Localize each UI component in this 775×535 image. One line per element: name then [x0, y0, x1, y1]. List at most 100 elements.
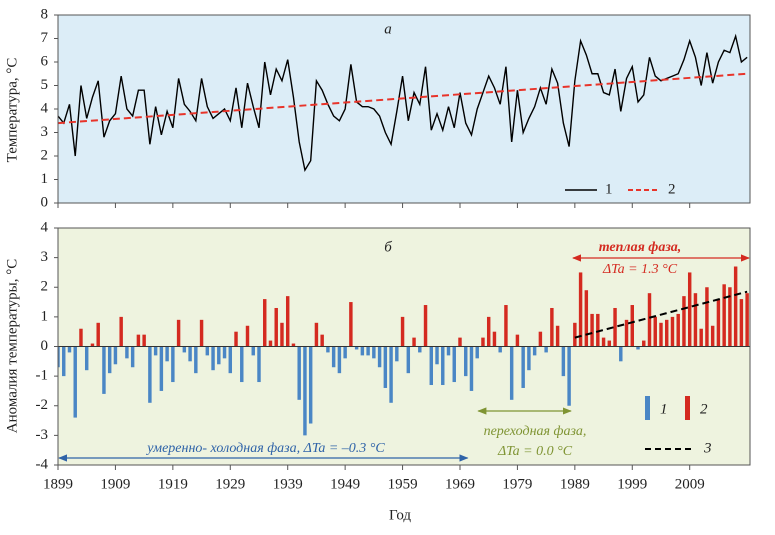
bar [601, 337, 606, 347]
panel-title: а [384, 21, 392, 37]
bar [194, 346, 198, 374]
y-axis-label: Температура, °C [4, 58, 20, 163]
bar [222, 346, 227, 359]
bar [613, 307, 617, 347]
bar [619, 346, 623, 362]
bar [584, 290, 589, 347]
annotation: ΔTa = 1.3 °C [602, 262, 678, 277]
bar [96, 322, 100, 347]
legend-label: 2 [700, 401, 708, 417]
plot-area [58, 266, 749, 436]
bar [733, 266, 738, 347]
bar [423, 305, 428, 347]
bar [544, 346, 548, 353]
bar [550, 307, 554, 347]
bar [624, 319, 629, 347]
y-tick-label: 1 [41, 171, 49, 187]
bar [79, 328, 83, 347]
bar [113, 346, 118, 365]
y-tick-label: 3 [41, 124, 49, 140]
trend-line [574, 290, 748, 339]
bar [58, 346, 60, 368]
annotation: умеренно- холодная фаза, ΔTa = –0.3 °C [145, 441, 385, 456]
bar [107, 346, 112, 374]
bar [710, 325, 715, 347]
bar [291, 343, 296, 347]
bar [228, 346, 233, 374]
bar [153, 346, 158, 356]
bar [676, 313, 680, 347]
bar [561, 346, 566, 377]
bar [458, 337, 462, 347]
bar [412, 337, 416, 347]
bar [446, 346, 451, 356]
y-tick-label: -4 [36, 456, 49, 472]
legend-label: 3 [703, 440, 712, 456]
bar [607, 340, 612, 347]
bar [372, 346, 376, 359]
bar [263, 299, 267, 347]
bar [303, 346, 307, 436]
bar [590, 313, 594, 347]
bar [205, 346, 210, 356]
annotation: переходная фаза, [484, 424, 587, 439]
bar [136, 334, 141, 347]
y-tick-label: -3 [36, 427, 49, 443]
legend-swatch [645, 396, 650, 420]
bar [596, 313, 600, 347]
bar [326, 346, 330, 353]
bar [257, 346, 261, 383]
bar [509, 346, 514, 400]
bar [722, 284, 726, 347]
bar [665, 319, 669, 347]
bar [142, 334, 146, 347]
bar [349, 302, 353, 347]
bar [555, 325, 560, 347]
bar [486, 316, 491, 347]
bar [682, 296, 686, 347]
bar [308, 346, 313, 424]
bar [182, 346, 187, 353]
bar [125, 346, 129, 359]
series-line [58, 33, 748, 172]
bar [90, 343, 95, 347]
bar [400, 316, 405, 347]
bar [130, 346, 135, 368]
bar [538, 331, 543, 347]
bar [504, 305, 508, 347]
plot-layer: 0 1 2 3 4 5 6 7 8 1 2 -4 -3 -2 -1 0 1 2 3 4 1899 1909 1919 1929… [36, 6, 750, 492]
legend-label: 1 [605, 181, 613, 197]
bar [119, 316, 123, 347]
bar [360, 346, 365, 356]
x-tick-label: 1949 [330, 476, 360, 492]
bar [578, 272, 583, 347]
bar [532, 346, 537, 356]
y-tick-label: 7 [41, 30, 49, 46]
bar [285, 296, 290, 347]
plot-area [58, 33, 748, 172]
x-tick-label: 1979 [502, 476, 532, 492]
bar [377, 346, 382, 368]
series-line [58, 72, 748, 125]
y-tick-label: 3 [41, 249, 49, 265]
bar [389, 346, 393, 403]
y-tick-label: 5 [41, 77, 49, 93]
bar [515, 334, 520, 347]
annotation: теплая фаза, [599, 240, 682, 255]
y-tick-label: 0 [41, 194, 49, 210]
x-tick-label: 1929 [215, 476, 245, 492]
bar [62, 346, 66, 377]
bar [171, 346, 175, 383]
panel-a-background [58, 15, 750, 203]
x-tick-label: 1999 [617, 476, 647, 492]
bar [435, 346, 439, 365]
bar [188, 346, 192, 362]
bar [475, 346, 479, 359]
y-tick-label: 8 [41, 6, 49, 22]
bar [165, 346, 169, 362]
y-tick-label: 4 [41, 219, 49, 235]
x-tick-label: 1989 [560, 476, 590, 492]
panel-title: б [384, 239, 392, 255]
bar [245, 325, 250, 347]
